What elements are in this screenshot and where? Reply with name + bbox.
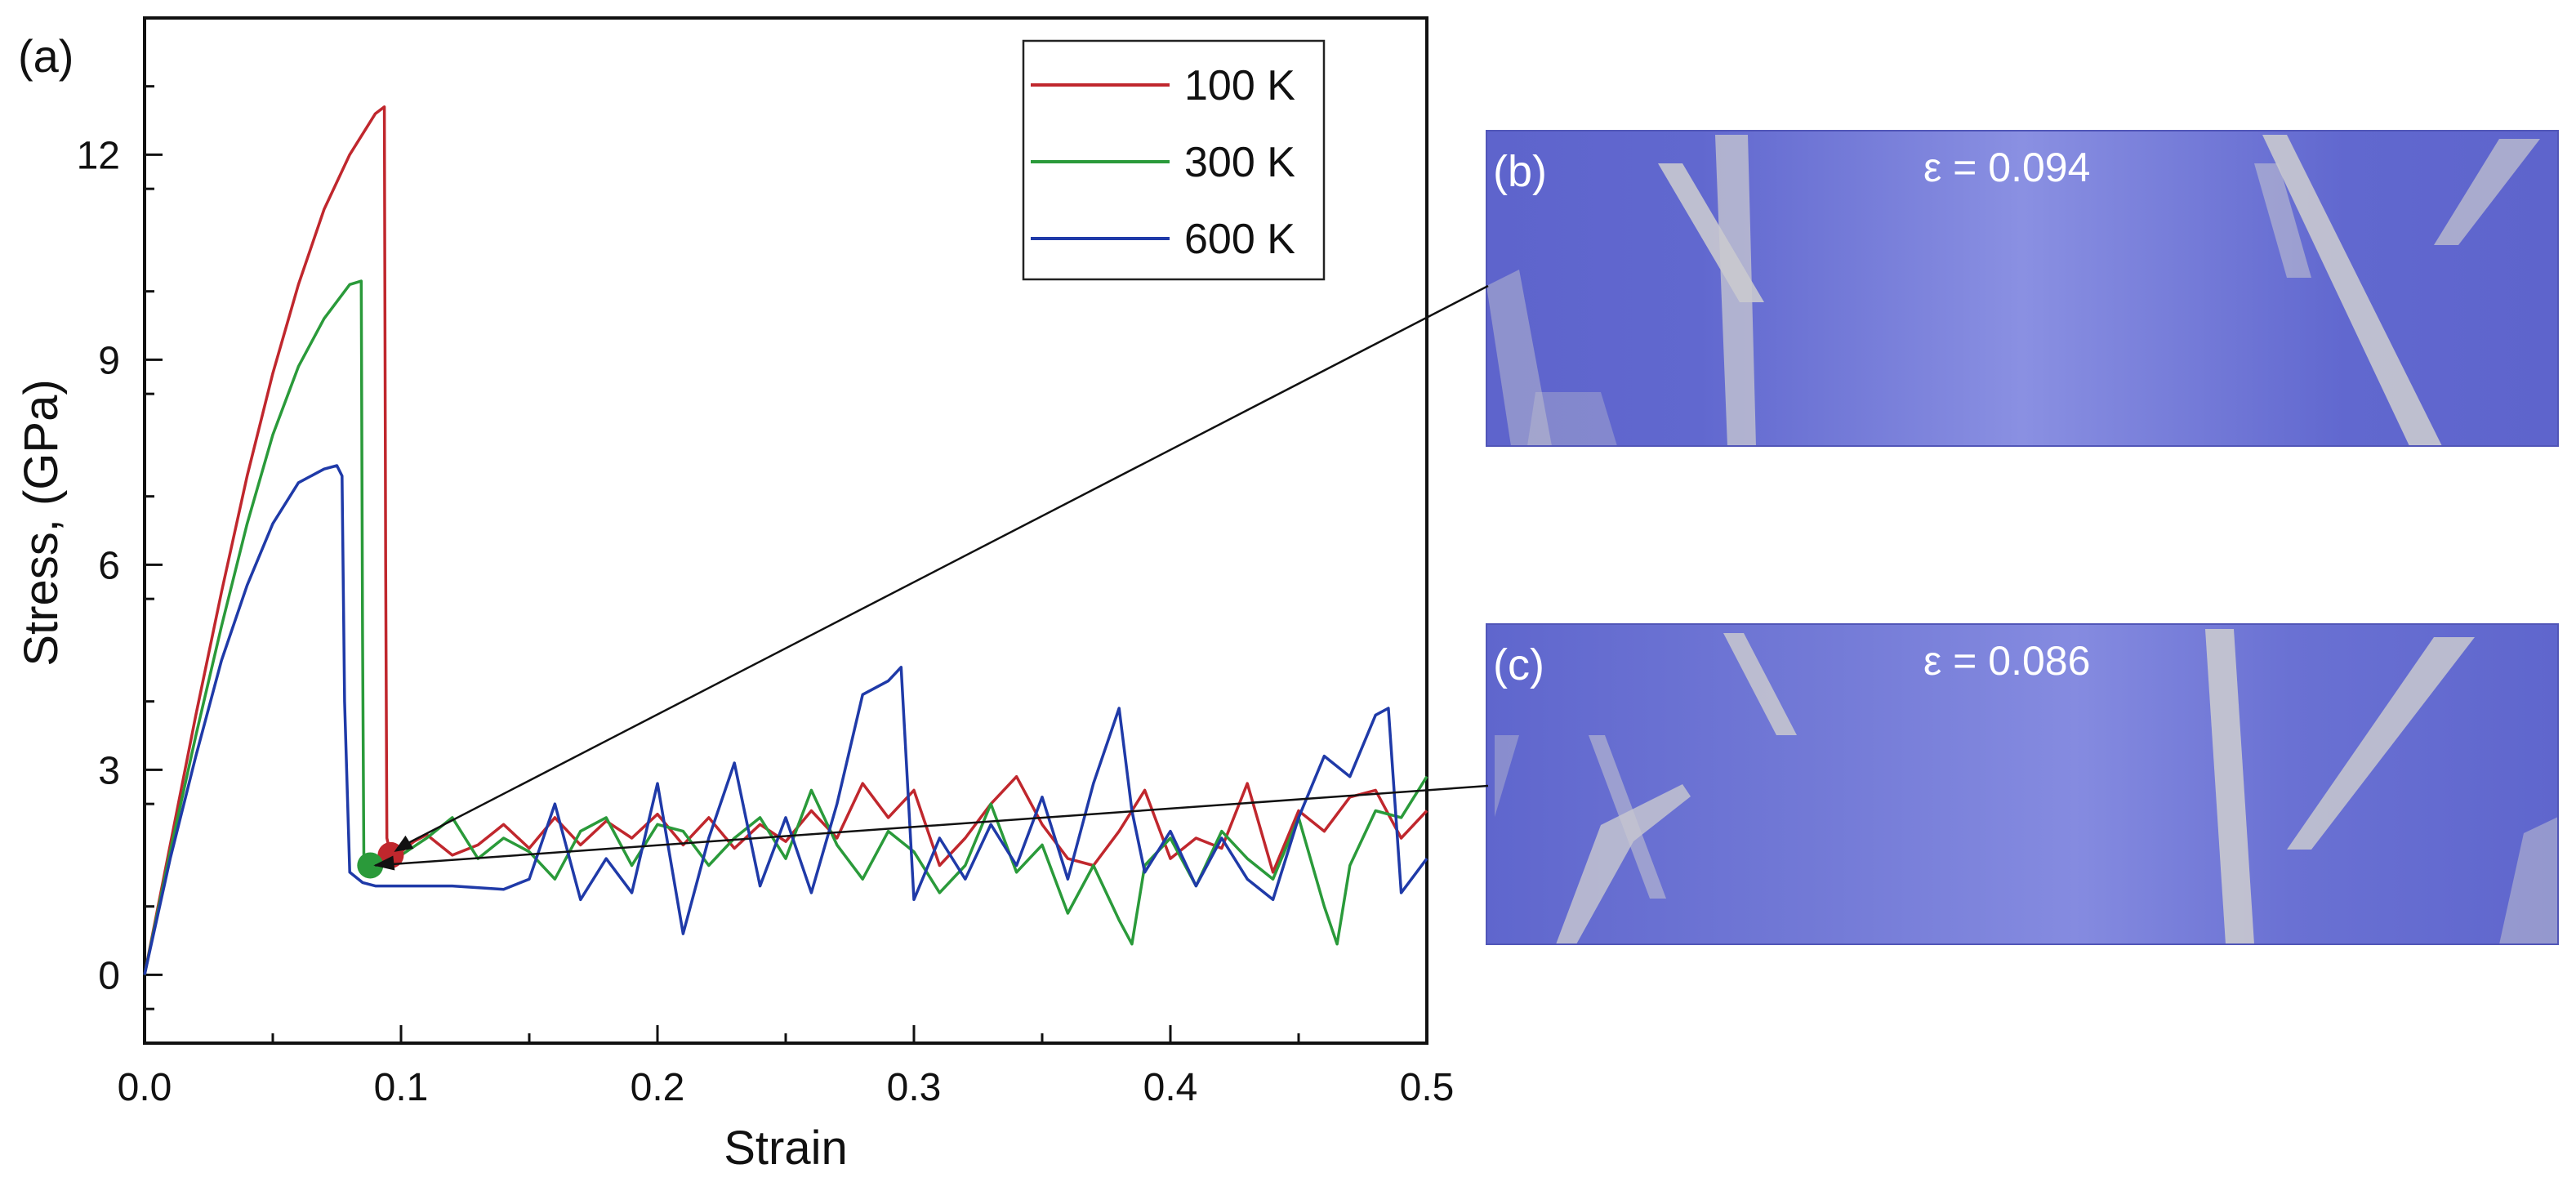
legend-label-100k: 100 K (1184, 62, 1295, 109)
x-tick-label: 0.1 (374, 1066, 429, 1109)
inset-b-image (1486, 131, 2558, 446)
inset-b-bands (1486, 135, 2540, 446)
stress-strain-plot: 0.0 0.1 0.2 0.3 0.4 0.5 0 3 6 9 12 Strain Stress,… (15, 16, 1455, 1175)
inset-b-strain: ε = 0.094 (1923, 145, 2090, 190)
band-5 (2287, 637, 2475, 850)
y-tick-label: 9 (98, 339, 120, 382)
x-tick-label: 0.4 (1143, 1066, 1198, 1109)
snapshot-marker (357, 852, 384, 879)
x-tick-label: 0.5 (1400, 1066, 1455, 1109)
series-line-100k (143, 105, 1428, 975)
inset-c-bands (1495, 629, 2558, 944)
band-1 (1723, 633, 1797, 735)
band-6 (2499, 817, 2558, 944)
inset-b: (b) ε = 0.094 (1486, 130, 2559, 447)
x-axis-title: Strain (724, 1122, 848, 1175)
x-axis: 0.0 0.1 0.2 0.3 0.4 0.5 (118, 1025, 1455, 1109)
band-4 (2205, 629, 2254, 944)
series-line-600k (143, 464, 1428, 975)
band-7 (1495, 735, 1519, 817)
y-tick-label: 12 (77, 134, 120, 177)
y-tick-label: 6 (98, 544, 120, 587)
leader-line-c (375, 784, 1489, 867)
y-axis-title: Stress, (GPa) (15, 379, 68, 666)
panel-label-a: (a) (18, 30, 74, 82)
series-layer (143, 105, 1428, 975)
legend-label-300k: 300 K (1184, 139, 1295, 186)
panel-label-c: (c) (1493, 640, 1544, 689)
band-2 (1715, 135, 1756, 446)
series-line-300k (143, 279, 1428, 975)
y-tick-label: 0 (98, 954, 120, 997)
inset-b-frame (1486, 130, 2559, 447)
band-5 (2434, 139, 2540, 245)
leader-arrow-c (373, 855, 395, 871)
y-axis: 0 3 6 9 12 (77, 85, 163, 1010)
y-tick-label: 3 (98, 749, 120, 792)
band-7 (1527, 392, 1617, 446)
panel-label-b: (b) (1493, 147, 1547, 196)
band-6 (2254, 163, 2311, 278)
inset-c-strain: ε = 0.086 (1923, 638, 2090, 684)
inset-c-frame (1486, 623, 2559, 945)
inset-c: (c) ε = 0.086 (1486, 623, 2559, 945)
band-2 (1556, 784, 1691, 944)
leader-arrow-b (394, 835, 414, 852)
legend-label-600k: 600 K (1184, 216, 1295, 263)
legend: 100 K 300 K 600 K (1022, 39, 1326, 281)
band-3 (1486, 270, 1552, 446)
band-3 (1589, 735, 1666, 899)
x-tick-label: 0.0 (118, 1066, 172, 1109)
leader-lines (373, 284, 1489, 871)
x-tick-label: 0.2 (631, 1066, 685, 1109)
band-4 (2262, 135, 2442, 446)
inset-c-image (1486, 624, 2558, 944)
x-tick-label: 0.3 (887, 1066, 942, 1109)
leader-line-b (396, 284, 1489, 850)
